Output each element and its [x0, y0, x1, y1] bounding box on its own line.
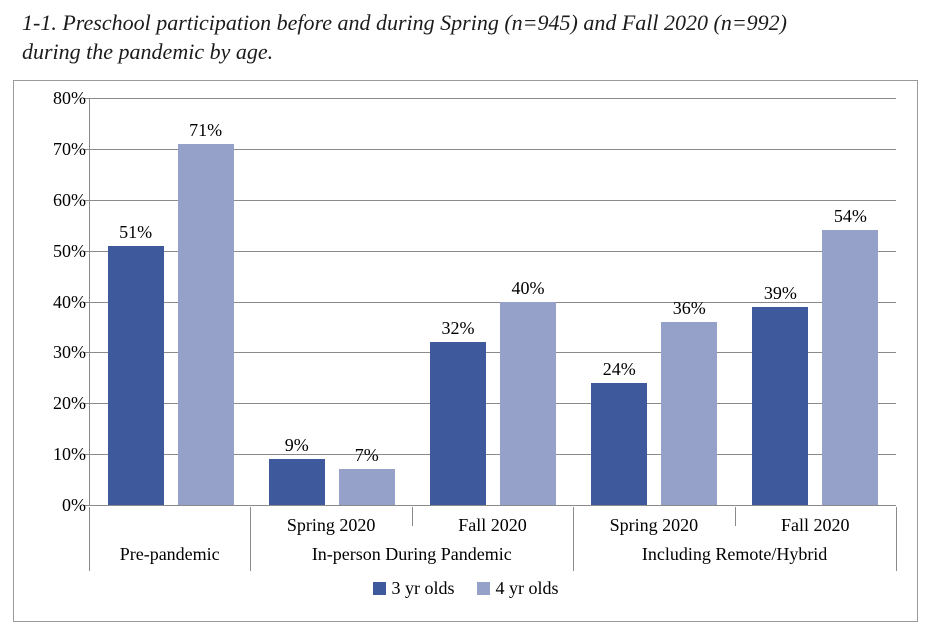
bar-3-yr-olds [268, 459, 325, 505]
y-axis-tick-label: 0% [62, 495, 86, 515]
bar-3-yr-olds [107, 245, 164, 505]
legend-swatch [372, 581, 386, 595]
x-axis-sub-tick [411, 507, 413, 526]
y-axis-tick-label: 10% [53, 444, 86, 465]
gridline [90, 352, 896, 354]
x-axis-group-divider [250, 507, 252, 571]
bar-4-yr-olds [338, 469, 395, 505]
x-axis-group-label: Including Remote/Hybrid [641, 544, 828, 564]
y-axis-tick [83, 301, 89, 303]
bar-value-label: 71% [189, 119, 223, 140]
bar-cluster: 51% 71% [90, 98, 251, 505]
y-axis-tick [83, 403, 89, 405]
bar-3-yr-olds [591, 382, 648, 505]
legend-swatch [476, 581, 490, 595]
x-axis-sub-label: Fall 2020 [458, 515, 527, 535]
legend-item: 4 yr olds [476, 578, 559, 598]
y-axis-tick-label: 20% [53, 393, 86, 414]
y-axis-tick-label: 60% [53, 189, 86, 210]
y-axis-tick [83, 505, 89, 506]
bar-value-label: 51% [119, 221, 153, 242]
bar-4-yr-olds [177, 143, 234, 505]
bar-value-label: 54% [833, 206, 867, 227]
bar-3-yr-olds [429, 342, 486, 505]
bar-cluster: 24% 36% [574, 98, 735, 505]
y-axis-tick [83, 454, 89, 456]
bar-value-label: 36% [672, 297, 706, 318]
bar-value-label: 32% [441, 318, 475, 339]
legend-item-label: 4 yr olds [495, 578, 559, 598]
legend-item: 3 yr olds [372, 578, 455, 598]
x-axis-group-divider [896, 507, 897, 571]
legend-item-label: 3 yr olds [391, 578, 455, 598]
chart-title-line-2: during the pandemic by age. [22, 39, 274, 64]
y-axis-tick-label: 50% [53, 240, 86, 261]
x-axis-group-label: Pre-pandemic [119, 544, 220, 564]
y-axis-tick [83, 98, 89, 99]
gridline [90, 301, 896, 303]
chart-title-line-1: 1-1. Preschool participation before and … [22, 10, 787, 35]
bar-4-yr-olds [661, 321, 718, 505]
bar-value-label: 40% [511, 277, 545, 298]
gridline [90, 403, 896, 405]
gridline [90, 454, 896, 456]
gridline [90, 250, 896, 252]
y-axis-tick [83, 148, 89, 150]
chart-title: 1-1. Preschool participation before and … [22, 8, 922, 66]
bar-cluster: 32% 40% [412, 98, 573, 505]
y-axis-tick [83, 199, 89, 201]
x-axis-sub-label: Spring 2020 [609, 515, 699, 535]
bar-value-label: 24% [602, 358, 636, 379]
x-axis-group-divider [89, 507, 90, 571]
y-axis-tick-label: 70% [53, 138, 86, 159]
bar-4-yr-olds [499, 301, 556, 505]
x-axis-group-divider [573, 507, 575, 571]
gridline [90, 98, 896, 99]
gridline [90, 199, 896, 201]
x-axis-sub-label: Fall 2020 [781, 515, 850, 535]
y-axis-tick-label: 30% [53, 342, 86, 363]
bar-value-label: 7% [354, 445, 379, 466]
x-axis-sub-label: Spring 2020 [286, 515, 376, 535]
legend: 3 yr olds 4 yr olds [14, 579, 917, 597]
bar-3-yr-olds [752, 306, 809, 505]
y-axis-tick-label: 40% [53, 291, 86, 312]
x-axis-group-label: In-person During Pandemic [311, 544, 512, 564]
chart-area: 80% 70% 60% 50% 40% 30% 20% 10% 0% 51% 71% 9% 7% 32% 4… [13, 80, 918, 622]
bar-4-yr-olds [822, 230, 879, 505]
y-axis-tick [83, 250, 89, 252]
plot-area: 80% 70% 60% 50% 40% 30% 20% 10% 0% 51% 71% 9% 7% 32% 4… [53, 89, 896, 514]
x-axis-sub-tick [734, 507, 736, 526]
bar-value-label: 39% [763, 282, 797, 303]
bar-cluster: 39% 54% [735, 98, 896, 505]
y-axis-tick-label: 80% [53, 88, 86, 108]
x-axis-label-area: Spring 2020 Fall 2020 Spring 2020 Fall 2020… [89, 507, 897, 571]
gridline [90, 148, 896, 150]
bar-value-label: 9% [284, 435, 309, 456]
y-axis-tick [83, 352, 89, 354]
bar-cluster: 9% 7% [251, 98, 412, 505]
